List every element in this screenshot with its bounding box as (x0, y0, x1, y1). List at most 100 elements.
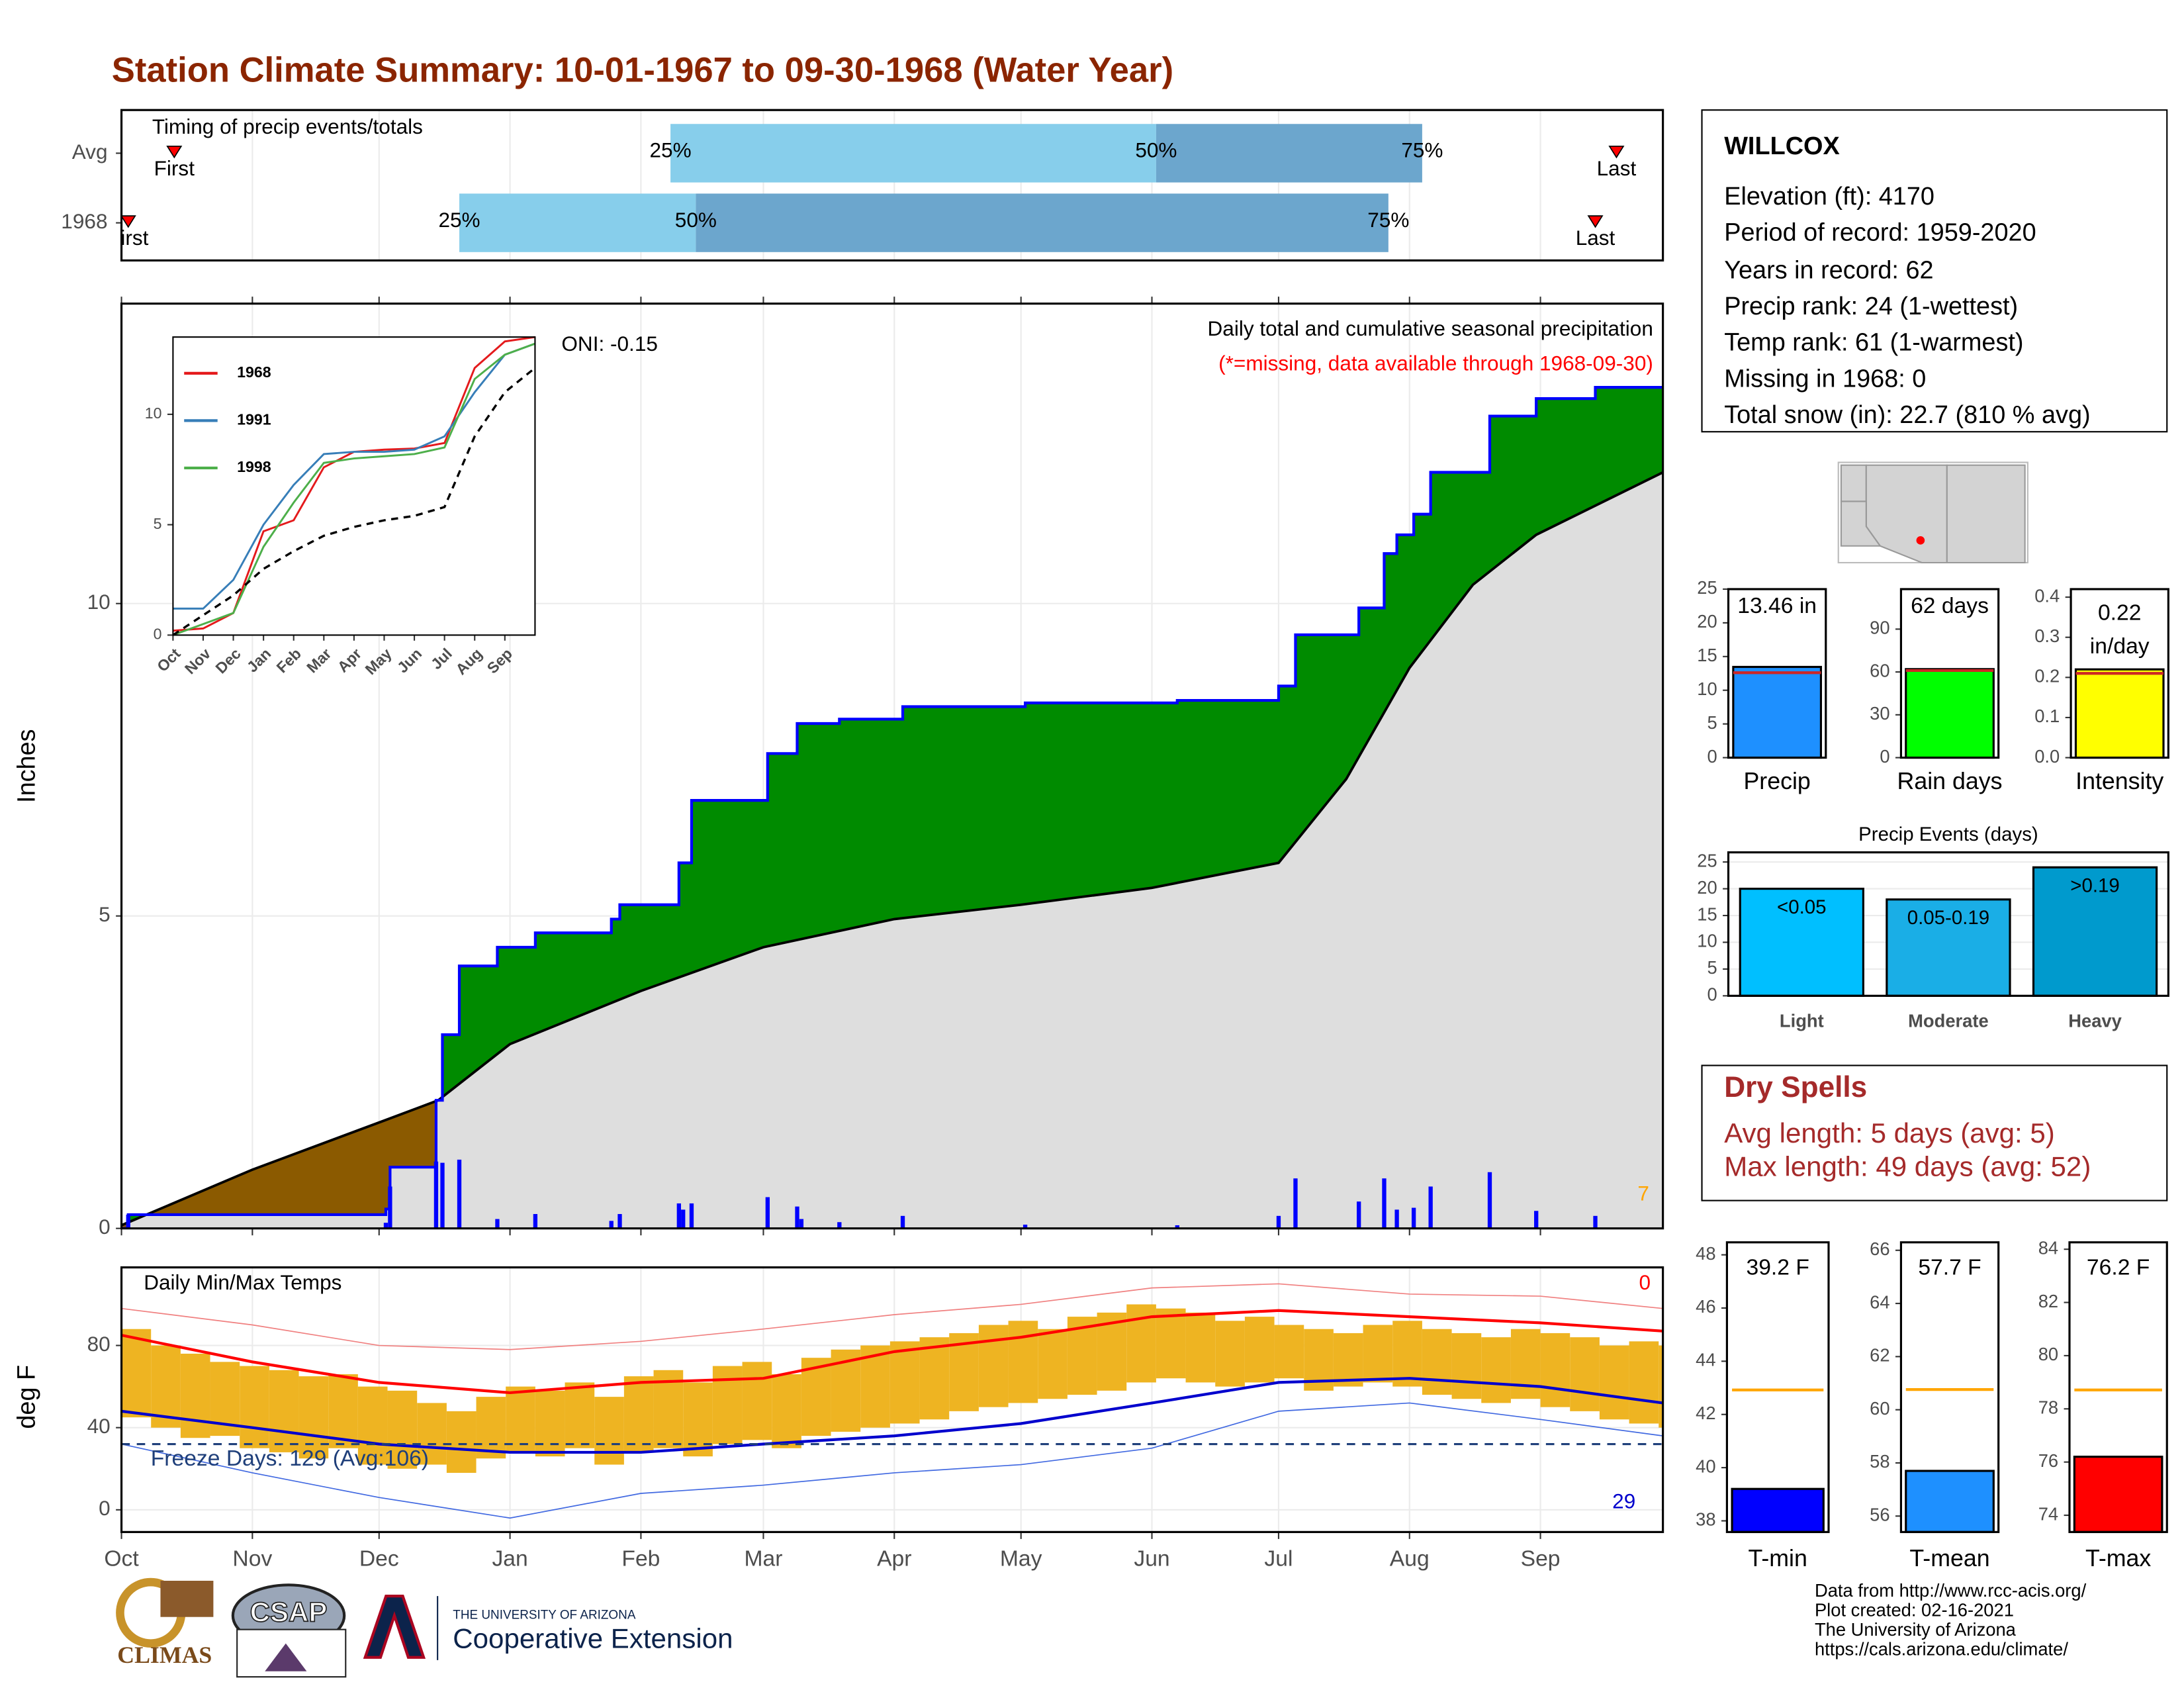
timing-rows: 25% 50% 75% First Last 25% 50% 75% First Last (108, 124, 1636, 252)
record-max-line (121, 1283, 1663, 1350)
y-tick-label: 82 (2038, 1291, 2058, 1311)
series-line (173, 342, 535, 610)
marker-label: First (108, 226, 149, 250)
temp-range-bar (1629, 1341, 1659, 1424)
daily-bar (383, 1223, 388, 1229)
y-tick-label: 10 (1697, 931, 1717, 951)
daily-bar (440, 1162, 445, 1229)
station-line: Missing in 1968: 0 (1724, 365, 1926, 393)
daily-bar (900, 1215, 905, 1229)
temp-range-bar (683, 1382, 713, 1457)
timing-marker (1587, 215, 1604, 228)
timing-bar (670, 124, 1156, 183)
daily-bar (1357, 1201, 1361, 1229)
y-tick-label: 5 (1707, 712, 1717, 733)
y-axis-label: Inches (13, 729, 41, 803)
x-tick-label: Apr (877, 1546, 911, 1571)
daily-bar (533, 1213, 538, 1229)
y-tick-label: Avg (72, 140, 108, 164)
daily-bar (1394, 1209, 1399, 1229)
x-tick-label: Mar (744, 1546, 782, 1571)
category-label: T-max (2085, 1545, 2151, 1571)
percent-label: 50% (1135, 138, 1177, 162)
temp-range-bar (1570, 1337, 1600, 1411)
csap-mountain (265, 1643, 307, 1671)
y-tick-label: 46 (1696, 1296, 1715, 1317)
daily-bar (388, 1186, 392, 1229)
plot-border (172, 336, 536, 636)
daily-bar (433, 1161, 439, 1229)
cumulative-line (121, 386, 1663, 1229)
y-tick-label: 20 (1697, 611, 1717, 632)
y-tick-label: 90 (1870, 618, 1889, 638)
legend-label: 1998 (237, 458, 271, 475)
csap-logo: CSAP (250, 1597, 328, 1628)
y-tick-label: 60 (1870, 660, 1889, 680)
y-tick-label: 42 (1696, 1403, 1715, 1423)
timing-marker (1608, 146, 1625, 159)
plot-border (2068, 1241, 2168, 1533)
plot-border (120, 109, 1664, 262)
y-tick-label: 15 (1697, 645, 1717, 665)
temp-range-bar (712, 1366, 743, 1444)
y-tick-label: 0 (99, 1215, 111, 1239)
extension-label: Cooperative Extension (453, 1623, 733, 1654)
series-line (172, 367, 536, 636)
x-tick-label: Oct (104, 1546, 139, 1571)
x-tick-label: Jun (1134, 1546, 1169, 1571)
legend-label: 1968 (237, 363, 271, 381)
temp-range-bar (269, 1370, 299, 1452)
category-label: Light (1780, 1011, 1824, 1031)
value-label: 39.2 F (1746, 1256, 1809, 1280)
station-line: Total snow (in): 22.7 (810 % avg) (1724, 401, 2090, 429)
station-line: Precip rank: 24 (1-wettest) (1724, 293, 2018, 320)
category-label: Heavy (2068, 1011, 2122, 1031)
temp-range-bar (1038, 1329, 1068, 1399)
percent-label: 75% (1367, 208, 1409, 232)
daily-bar (799, 1219, 804, 1229)
daily-bar (765, 1197, 770, 1229)
daily-bar (1428, 1186, 1433, 1229)
daily-bar (1382, 1178, 1387, 1229)
y-tick-label: 62 (1870, 1345, 1889, 1366)
station-line: Elevation (ft): 4170 (1724, 183, 1934, 211)
timing-bar (696, 193, 1388, 252)
category-label: Moderate (1908, 1011, 1989, 1031)
daily-bar (837, 1222, 842, 1229)
y-tick-label: 64 (1870, 1291, 1889, 1312)
plot-border (1725, 1241, 1830, 1533)
plot-border (1727, 851, 2169, 997)
chart-title: Precip Events (days) (1858, 823, 2038, 845)
footer-line: The University of Arizona (1815, 1619, 2017, 1640)
oni-label: ONI: -0.15 (561, 332, 658, 355)
y-tick-label: 74 (2038, 1503, 2058, 1524)
temp-range-bar (387, 1390, 418, 1469)
plot-background (1727, 1242, 1829, 1532)
dry-spells-line: Max length: 49 days (avg: 52) (1724, 1150, 2091, 1182)
x-tick-label: Jul (1264, 1546, 1293, 1571)
bar (1739, 888, 1864, 997)
climas-emblem (160, 1580, 214, 1617)
y-tick-label: 1968 (61, 209, 107, 233)
y-tick-label: 10 (1697, 679, 1717, 699)
timing-bar (1156, 124, 1422, 183)
y-tick-label: 56 (1870, 1504, 1889, 1524)
y-tick-label: 44 (1696, 1350, 1715, 1370)
dry-spells-line: Avg length: 5 days (avg: 5) (1724, 1117, 2055, 1149)
record-low-count: 29 (1612, 1489, 1635, 1513)
x-tick-label: May (1000, 1546, 1042, 1571)
y-tick-label: 0.1 (2034, 706, 2060, 726)
bar-label: <0.05 (1777, 896, 1827, 918)
dry-spells-title: Dry Spells (1724, 1071, 1867, 1103)
temp-range-bar (1481, 1337, 1511, 1403)
bar (2032, 866, 2158, 997)
daily-bar (676, 1203, 681, 1229)
temp-range-bar (1451, 1333, 1482, 1399)
page-title: Station Climate Summary: 10-01-1967 to 0… (112, 50, 1173, 89)
y-tick-label: 38 (1696, 1509, 1715, 1530)
temp-range-bar (535, 1390, 565, 1457)
x-tick-label: Nov (232, 1546, 272, 1571)
daily-bar (795, 1206, 799, 1229)
